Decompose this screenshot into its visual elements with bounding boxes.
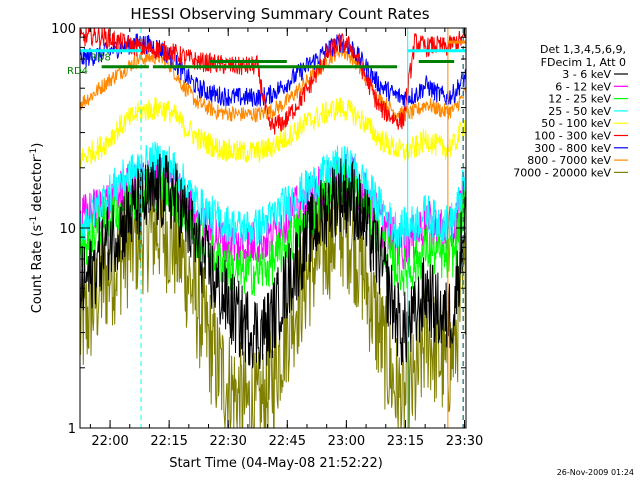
series-line-0 [80, 153, 466, 370]
annotation-rd4: RD4 [67, 66, 88, 77]
legend-label-3: 25 - 50 keV [548, 105, 611, 118]
x-tick-label-5: 23:15 [387, 434, 424, 449]
y-axis-label-exp-1: -1 [29, 216, 39, 225]
legend: Det 1,3,4,5,6,9, FDecim 1, Att 0 3 - 6 k… [513, 43, 628, 179]
x-tick-label-6: 23:30 [446, 434, 483, 449]
series-line-5 [80, 28, 466, 135]
y-axis-label: Count Rate (s-1 detector-1) [29, 143, 45, 314]
y-tick-label-0: 1 [68, 422, 76, 437]
x-tick-label-4: 23:00 [328, 434, 365, 449]
y-axis-label-part-1: Count Rate (s [30, 225, 45, 314]
legend-label-4: 50 - 100 keV [541, 117, 611, 130]
legend-label-5: 100 - 300 keV [534, 130, 611, 143]
series-line-2 [80, 163, 466, 296]
legend-title-line-2: FDecim 1, Att 0 [541, 56, 626, 69]
legend-label-2: 12 - 25 keV [548, 93, 611, 106]
y-tick-label-1: 10 [59, 222, 76, 237]
chart-title: HESSI Observing Summary Count Rates [130, 5, 429, 23]
x-tick-label-0: 22:00 [91, 434, 128, 449]
y-axis-label-part-2: detector [30, 156, 45, 216]
plot-area [80, 28, 466, 428]
y-axis-label-exp-2: -1 [29, 148, 39, 157]
legend-title-line-1: Det 1,3,4,5,6,9, [540, 43, 626, 56]
series-line-7 [80, 43, 466, 123]
series-line-3 [80, 141, 466, 248]
axes: 22:00 22:15 22:30 22:45 23:00 23:15 23:30 1 10 10… [51, 22, 483, 449]
legend-label-0: 3 - 6 keV [562, 68, 611, 81]
legend-label-8: 7000 - 20000 keV [513, 166, 611, 179]
legend-label-1: 6 - 12 keV [555, 80, 611, 93]
y-tick-label-2: 100 [51, 22, 76, 37]
legend-label-7: 800 - 7000 keV [527, 154, 611, 167]
x-axis-label: Start Time (04-May-08 21:52:22) [169, 456, 383, 471]
x-tick-label-1: 22:15 [150, 434, 187, 449]
series-line-4 [80, 97, 466, 168]
series-line-1 [80, 153, 466, 270]
footer-timestamp: 26-Nov-2009 01:24 [557, 468, 634, 477]
annotation-rd8: RD8 [90, 53, 111, 64]
y-axis-label-part-3: ) [30, 143, 45, 148]
legend-label-6: 300 - 800 keV [534, 142, 611, 155]
x-tick-label-2: 22:30 [209, 434, 246, 449]
x-tick-label-3: 22:45 [269, 434, 306, 449]
